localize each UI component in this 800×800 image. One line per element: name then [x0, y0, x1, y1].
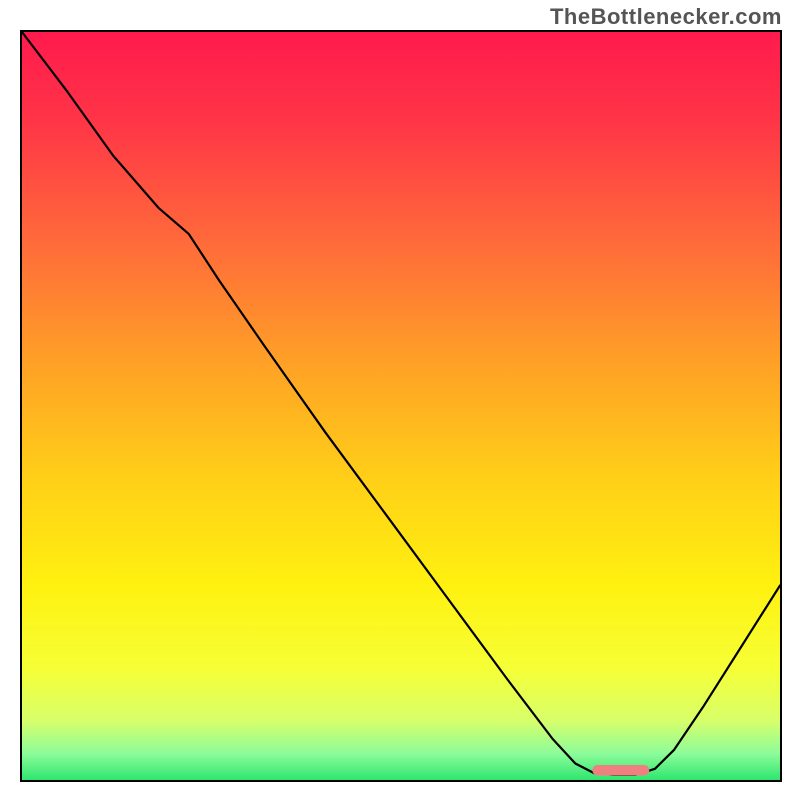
- watermark-text: TheBottlenecker.com: [550, 4, 782, 30]
- plot-frame: [20, 30, 782, 782]
- chart-container: TheBottlenecker.com: [0, 0, 800, 800]
